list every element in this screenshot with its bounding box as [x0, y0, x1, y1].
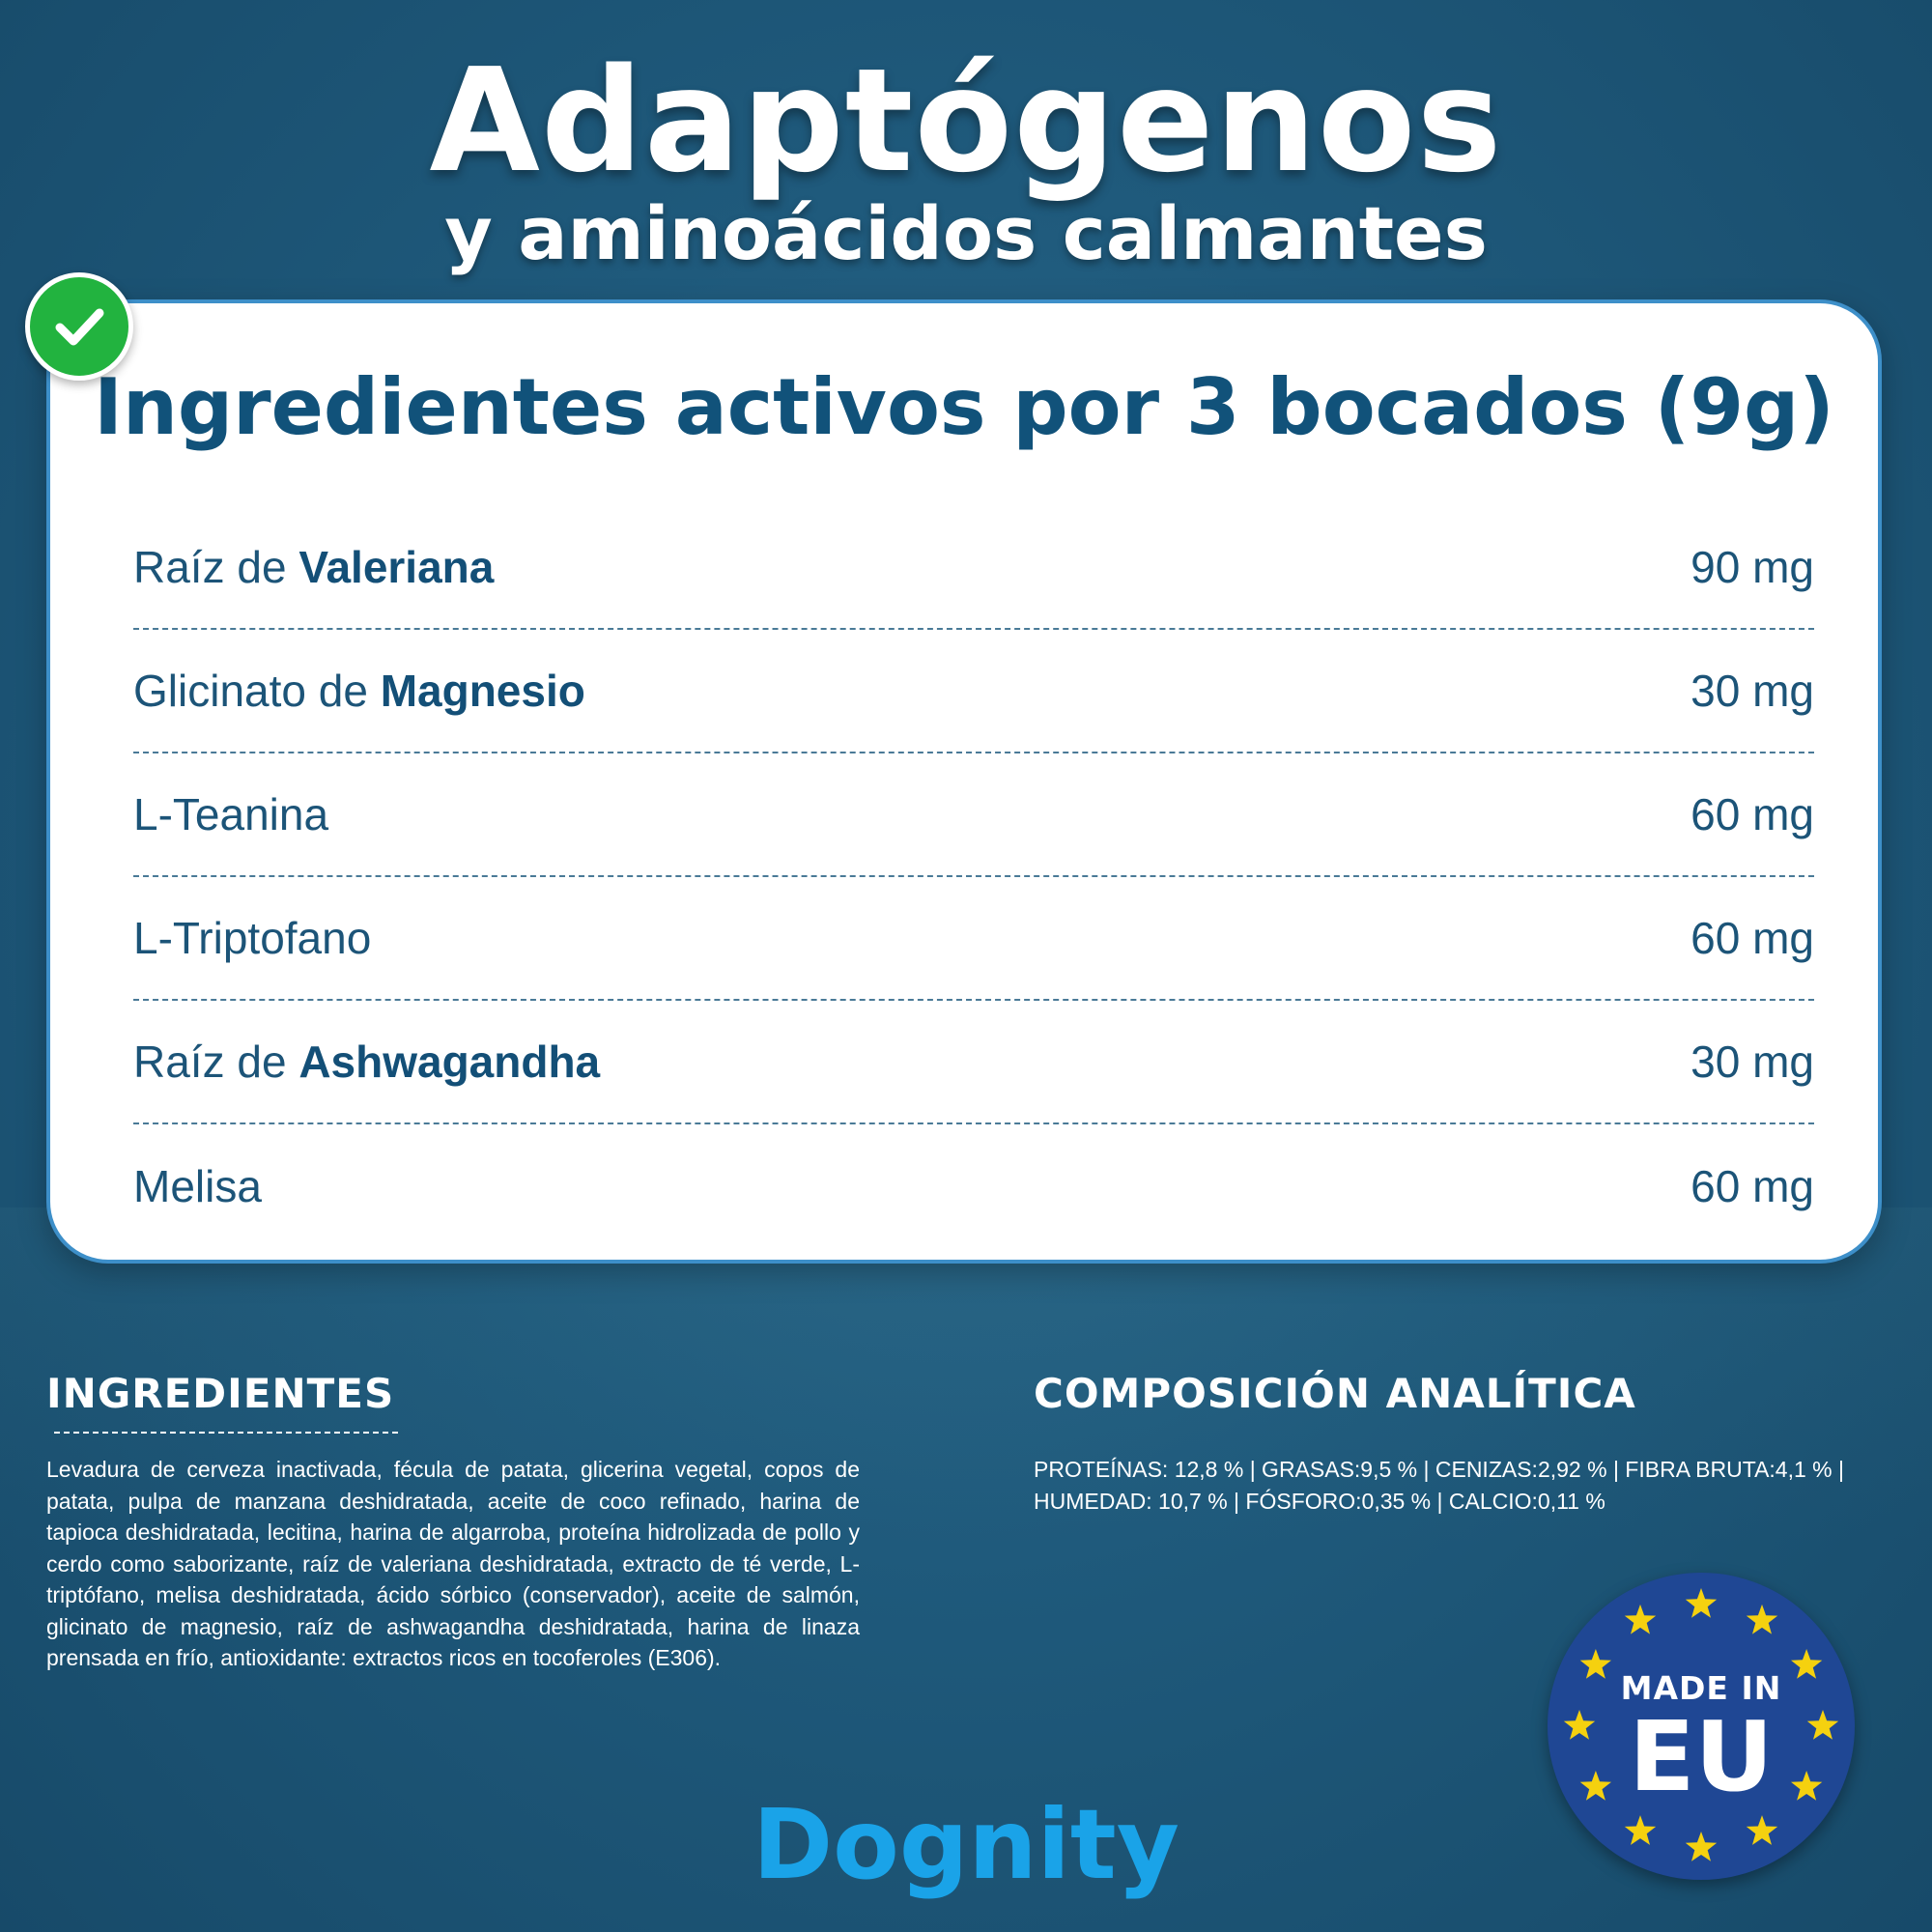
made-in-eu-badge: MADE IN EU	[1548, 1573, 1855, 1880]
background-decoration	[0, 1208, 1932, 1546]
header: Adaptógenos y aminoácidos calmantes	[0, 48, 1932, 274]
check-icon-glyph	[55, 308, 104, 346]
star-icon	[1579, 1771, 1611, 1801]
star-icon	[1563, 1710, 1596, 1740]
star-icon	[1685, 1588, 1718, 1618]
star-icon	[1624, 1815, 1657, 1845]
page-title: Adaptógenos	[429, 38, 1503, 204]
star-icon	[1624, 1604, 1657, 1634]
ingredient-name: Raíz de Valeriana	[133, 542, 495, 592]
star-icon	[1579, 1649, 1611, 1679]
ingredient-row-melisa: Melisa 60 mg	[133, 1124, 1814, 1248]
ingredient-row-valeriana: Raíz de Valeriana 90 mg	[133, 506, 1814, 630]
ingredient-name: L-Triptofano	[133, 913, 372, 963]
star-icon	[1685, 1832, 1718, 1861]
ingredient-row-magnesio: Glicinato de Magnesio 30 mg	[133, 630, 1814, 753]
ingredient-name: Raíz de Ashwagandha	[133, 1037, 601, 1087]
ingredients-heading: INGREDIENTES	[46, 1370, 395, 1417]
star-icon	[1791, 1649, 1823, 1679]
ingredient-amount: 30 mg	[1690, 666, 1814, 716]
ingredients-text: Levadura de cerveza inactivada, fécula d…	[46, 1457, 860, 1670]
ingredient-rows: Raíz de Valeriana 90 mg Glicinato de Mag…	[133, 506, 1814, 1248]
ingredient-name: L-Teanina	[133, 789, 329, 839]
eu-badge-line1: MADE IN	[1620, 1669, 1782, 1707]
ingredient-row-teanina: L-Teanina 60 mg	[133, 753, 1814, 877]
ingredient-amount: 90 mg	[1690, 542, 1814, 592]
star-icon	[1746, 1604, 1778, 1634]
star-icon	[1746, 1815, 1778, 1845]
star-icon	[1806, 1710, 1839, 1740]
active-ingredients-card: Ingredientes activos por 3 bocados (9g) …	[46, 299, 1882, 1264]
star-icon	[1791, 1771, 1823, 1801]
eu-stars	[1563, 1588, 1839, 1861]
ingredient-amount: 60 mg	[1690, 789, 1814, 839]
ingredient-name: Melisa	[133, 1161, 262, 1211]
ingredients-divider	[54, 1432, 398, 1434]
ingredient-name: Glicinato de Magnesio	[133, 666, 585, 716]
ingredient-amount: 30 mg	[1690, 1037, 1814, 1087]
eu-badge-line2: EU	[1629, 1700, 1774, 1813]
composition-heading: COMPOSICIÓN ANALÍTICA	[1034, 1370, 1636, 1417]
composition-text: PROTEÍNAS: 12,8 % | GRASAS:9,5 % | CENIZ…	[1034, 1457, 1844, 1514]
ingredient-row-ashwagandha: Raíz de Ashwagandha 30 mg	[133, 1001, 1814, 1124]
ingredient-amount: 60 mg	[1690, 1161, 1814, 1211]
card-title: Ingredientes activos por 3 bocados (9g)	[94, 362, 1834, 452]
check-icon	[25, 272, 133, 381]
brand-logo: Dognity	[753, 1788, 1179, 1901]
ingredient-amount: 60 mg	[1690, 913, 1814, 963]
ingredient-row-triptofano: L-Triptofano 60 mg	[133, 877, 1814, 1001]
page-subtitle: y aminoácidos calmantes	[444, 190, 1488, 276]
